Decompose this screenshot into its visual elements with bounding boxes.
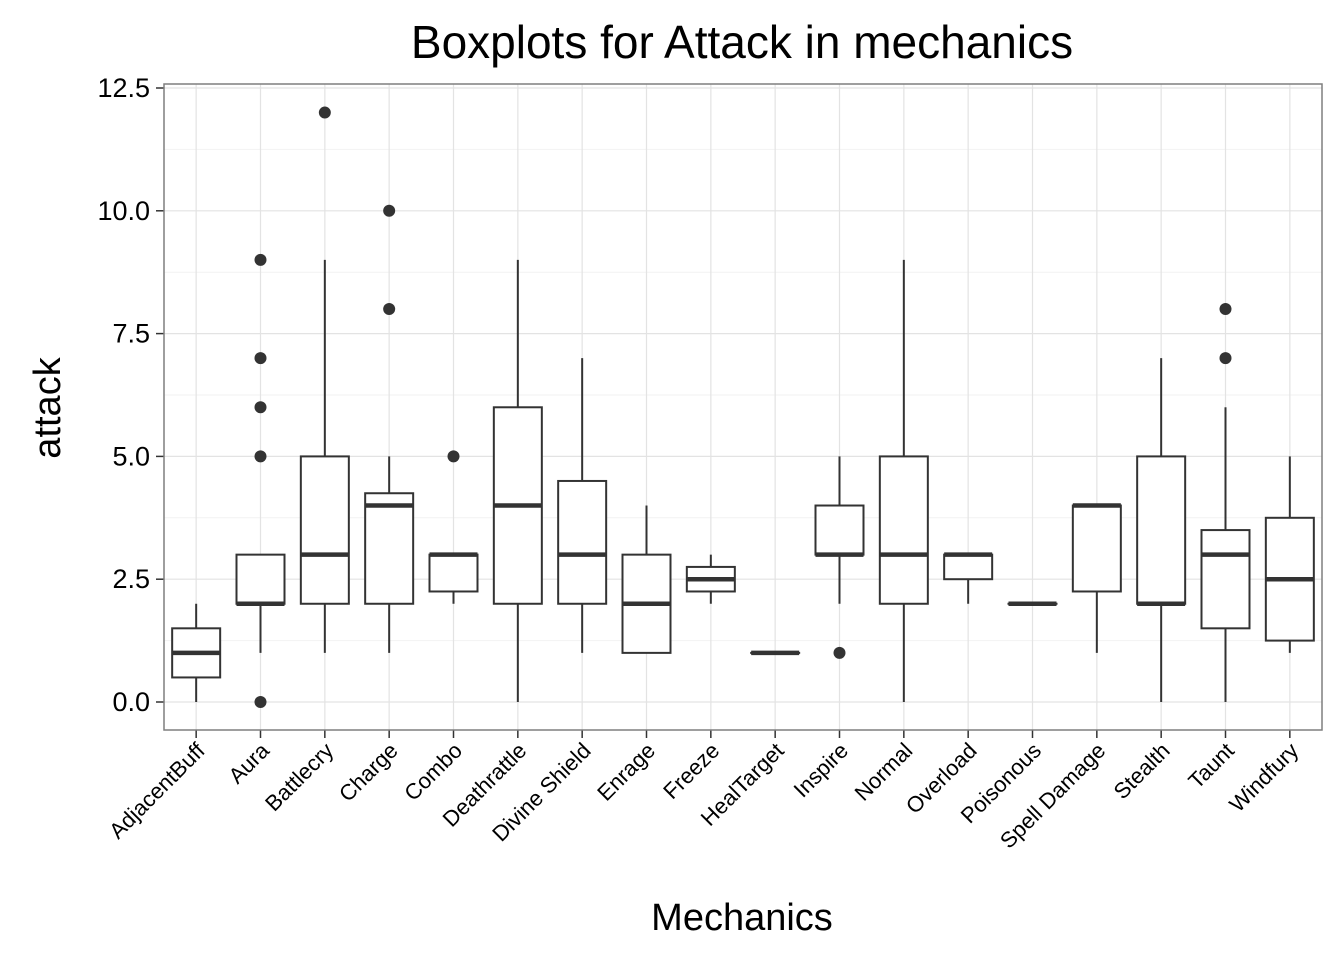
x-axis-title: Mechanics	[651, 897, 833, 939]
box-iqr	[878, 455, 929, 605]
outlier-point	[1219, 303, 1232, 316]
outlier-point	[1219, 352, 1232, 365]
outlier-point	[383, 303, 396, 316]
chart-title: Boxplots for Attack in mechanics	[411, 16, 1073, 68]
y-tick-label: 7.5	[112, 319, 150, 349]
outlier-point	[254, 352, 267, 365]
box-iqr	[364, 492, 415, 605]
y-tick-label: 0.0	[112, 687, 150, 717]
box-iqr	[943, 553, 994, 581]
box-iqr	[557, 479, 608, 605]
y-tick-label: 12.5	[97, 73, 150, 103]
box-iqr	[1136, 455, 1187, 605]
box-iqr	[1200, 529, 1251, 630]
panel-background	[164, 84, 1322, 730]
outlier-point	[254, 450, 267, 463]
box-iqr	[235, 553, 286, 605]
y-tick-label: 10.0	[97, 196, 150, 226]
outlier-point	[254, 696, 267, 708]
box-iqr	[814, 504, 865, 556]
y-axis-title: attack	[27, 356, 69, 458]
y-tick-label: 5.0	[112, 441, 150, 471]
outlier-point	[318, 106, 331, 119]
outlier-point	[447, 450, 460, 463]
outlier-point	[254, 401, 267, 414]
outlier-point	[254, 253, 267, 266]
panel-border	[163, 83, 1323, 731]
outlier-point	[383, 204, 396, 217]
box-iqr	[428, 553, 479, 593]
y-tick-label: 2.5	[112, 564, 150, 594]
box-iqr	[1071, 504, 1122, 593]
box-iqr	[299, 455, 350, 605]
outlier-point	[833, 646, 846, 659]
